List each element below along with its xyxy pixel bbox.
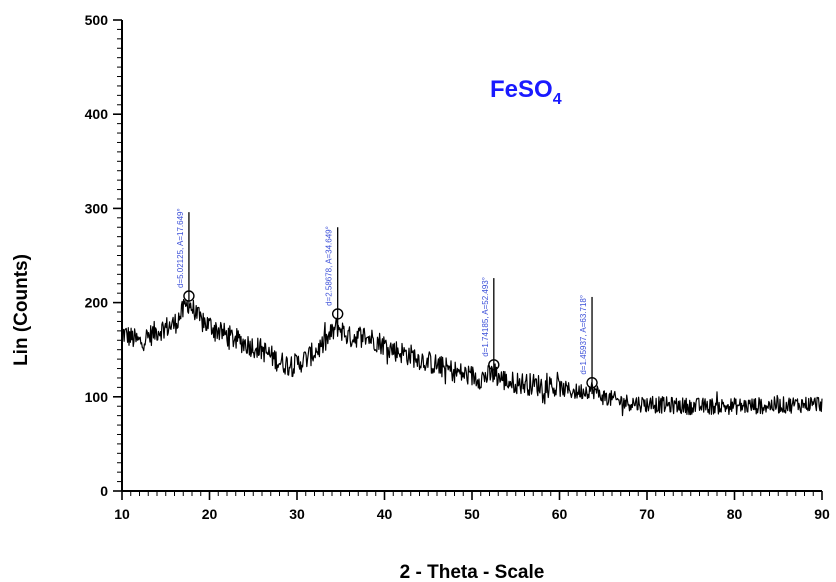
peak-annotation: d=2.58678, A=34.649° (325, 226, 344, 332)
y-axis-title: Lin (Counts) (11, 254, 32, 366)
x-tick-label: 50 (464, 506, 480, 522)
peak-annotation: d=1.74185, A=52.493° (481, 277, 500, 379)
peak-label: d=1.74185, A=52.493° (481, 277, 490, 357)
axes (121, 20, 822, 492)
chart-title: FeSO4 (490, 76, 562, 108)
tick-labels: 10 20 30 40 50 60 70 80 90 0 100 200 300 400 500 (85, 12, 830, 522)
x-tick-label: 70 (639, 506, 655, 522)
x-tick-label: 60 (552, 506, 568, 522)
x-tick-label: 20 (202, 506, 218, 522)
y-tick-label: 200 (85, 295, 109, 311)
peak-label: d=1.45937, A=63.718° (579, 295, 588, 375)
x-tick-label: 90 (814, 506, 830, 522)
peak-label: d=2.58678, A=34.649° (325, 226, 334, 306)
peak-label: d=5.02125, A=17.649° (176, 208, 185, 288)
peaks: d=5.02125, A=17.649° d=2.58678, A=34.649°… (176, 208, 598, 395)
x-axis-title: 2 - Theta - Scale (400, 562, 545, 582)
y-tick-label: 100 (85, 389, 109, 405)
peak-marker (488, 359, 500, 371)
x-tick-label: 40 (377, 506, 393, 522)
peak-annotation: d=1.45937, A=63.718° (579, 295, 598, 395)
x-tick-label: 30 (289, 506, 305, 522)
series (121, 298, 823, 417)
y-tick-label: 400 (85, 106, 109, 122)
diffraction-trace (121, 298, 823, 417)
x-tick-label: 10 (114, 506, 130, 522)
x-tick-label: 80 (727, 506, 743, 522)
peak-marker (586, 376, 598, 389)
y-tick-label: 500 (85, 12, 109, 28)
y-tick-label: 300 (85, 200, 109, 216)
peak-marker (331, 308, 344, 320)
chart-title-subscript: 4 (553, 91, 562, 108)
y-tick-label: 0 (100, 483, 108, 499)
chart-title-base: FeSO (490, 76, 553, 103)
ticks (113, 19, 823, 500)
peak-annotation: d=5.02125, A=17.649° (176, 208, 195, 308)
peak-marker (183, 290, 195, 302)
